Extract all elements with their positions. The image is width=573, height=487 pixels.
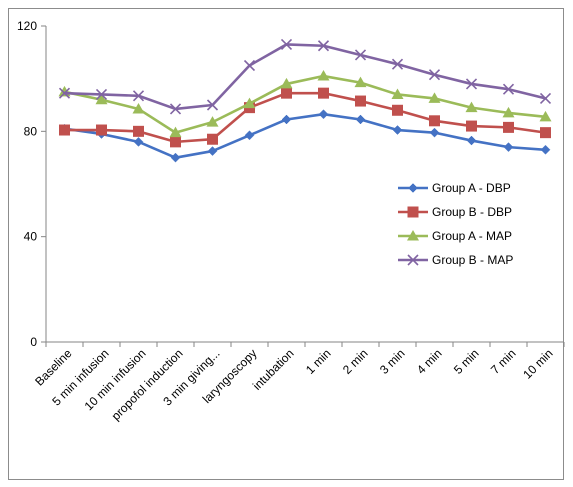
x-tick-label: 4 min [414, 346, 445, 377]
data-point [59, 124, 70, 136]
data-point [95, 93, 108, 105]
legend: Group A - DBP Group B - DBP Group A - MAP G… [398, 181, 513, 267]
data-point [540, 127, 551, 139]
data-point [540, 144, 551, 155]
data-point [355, 114, 366, 125]
legend-marker [407, 206, 419, 218]
data-point [280, 77, 293, 89]
y-tick-label: 40 [24, 230, 38, 244]
legend-label: Group A - DBP [432, 181, 511, 195]
legend-item: Group B - MAP [398, 253, 513, 267]
data-point [318, 109, 329, 120]
data-point [132, 102, 145, 114]
data-point [466, 120, 477, 132]
data-point [503, 121, 514, 133]
data-point [428, 69, 441, 81]
x-tick-label: 1 min [303, 346, 334, 377]
series-3 [58, 70, 552, 138]
x-tick-label: 3 min [377, 346, 408, 377]
data-point [355, 95, 366, 107]
legend-item: Group B - DBP [398, 205, 512, 219]
series-line [63, 112, 547, 159]
data-point [133, 137, 144, 147]
series-line [63, 74, 547, 134]
data-point [466, 135, 477, 146]
data-point [503, 142, 514, 152]
data-point [429, 127, 440, 138]
legend-item: Group A - MAP [398, 229, 512, 243]
data-point [206, 99, 219, 111]
data-point [169, 103, 182, 115]
data-point [95, 88, 108, 101]
data-point [132, 90, 145, 102]
data-point [206, 116, 219, 127]
series-2 [59, 87, 551, 148]
legend-marker [407, 230, 419, 241]
y-tick-label: 120 [17, 19, 37, 33]
series-4 [58, 38, 552, 115]
data-point [318, 87, 329, 99]
data-point [539, 110, 552, 122]
data-point [58, 85, 71, 97]
data-point [391, 58, 404, 70]
legend-item: Group A - DBP [398, 181, 511, 195]
data-point [244, 130, 255, 141]
legend-marker [408, 183, 418, 193]
data-point [502, 83, 515, 95]
y-tick-label: 0 [30, 335, 37, 349]
x-tick-label: 5 min [451, 346, 482, 377]
y-tick-label: 80 [24, 124, 38, 138]
legend-label: Group B - DBP [432, 205, 512, 219]
series-layer [58, 38, 552, 163]
x-tick-label: intubation [250, 346, 297, 393]
series-line [63, 43, 547, 111]
data-point [281, 114, 292, 125]
data-point [243, 59, 256, 72]
data-point [170, 136, 181, 148]
data-point [207, 133, 218, 145]
data-point [317, 70, 330, 81]
data-point [96, 124, 107, 136]
data-point [281, 87, 292, 99]
data-point [207, 146, 218, 156]
data-point [465, 78, 478, 90]
series-line [63, 91, 547, 144]
y-axis: 0 40 80 120 [17, 19, 47, 349]
data-point [280, 38, 293, 50]
data-point [428, 92, 441, 103]
legend-label: Group A - MAP [432, 229, 512, 243]
data-point [354, 49, 367, 61]
data-point [133, 125, 144, 137]
data-point [392, 125, 403, 135]
x-tick-label: 10 min [520, 346, 555, 381]
data-point [391, 88, 404, 99]
data-point [539, 92, 552, 104]
data-point [354, 76, 367, 88]
data-point [58, 87, 71, 99]
data-point [502, 106, 515, 118]
data-point [429, 115, 440, 127]
legend-marker [407, 254, 419, 266]
data-point [169, 126, 182, 138]
data-point [392, 104, 403, 116]
x-tick-label: 7 min [488, 346, 519, 377]
x-tick-label: 2 min [340, 346, 371, 377]
data-point [465, 101, 478, 113]
data-point [243, 97, 256, 109]
data-point [170, 152, 181, 163]
data-point [317, 40, 330, 52]
legend-label: Group B - MAP [432, 253, 513, 267]
